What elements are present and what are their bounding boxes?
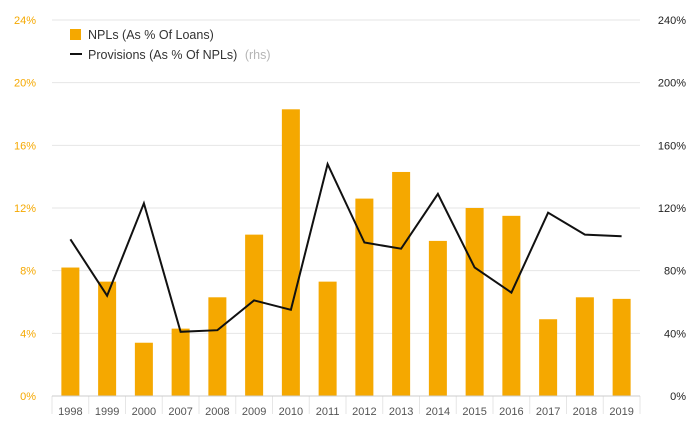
x-tick-label: 2017: [536, 406, 560, 418]
x-tick-label: 2000: [132, 406, 156, 418]
left-tick-label: 12%: [14, 203, 36, 215]
bar-1999: [98, 281, 117, 396]
x-tick-label: 2013: [389, 406, 413, 418]
left-tick-label: 8%: [20, 266, 36, 278]
right-tick-label: 160%: [658, 140, 686, 152]
right-tick-label: 80%: [664, 266, 686, 278]
x-tick-label: 2008: [205, 406, 229, 418]
x-tick-label: 1999: [95, 406, 119, 418]
bar-2017: [539, 319, 558, 396]
x-tick-label: 2012: [352, 406, 376, 418]
svg-text:Provisions (As % Of NPLs): Provisions (As % Of NPLs) (rhs): [88, 48, 271, 62]
bar-2000: [134, 342, 153, 396]
right-axis: 0% 40% 80% 120% 160% 200% 240%: [658, 15, 686, 403]
x-tick-label: 2010: [279, 406, 303, 418]
x-tick-label: 2015: [462, 406, 486, 418]
bar-2016: [502, 215, 521, 396]
right-tick-label: 40%: [664, 328, 686, 340]
right-tick-label: 240%: [658, 15, 686, 27]
x-tick-label: 2018: [573, 406, 597, 418]
legend-label-npls: NPLs (As % Of Loans): [88, 28, 214, 42]
x-tick-label: 1998: [58, 406, 82, 418]
left-tick-label: 20%: [14, 78, 36, 90]
bar-2015: [465, 208, 484, 396]
bar-series: [61, 109, 631, 397]
bar-1998: [61, 267, 80, 396]
legend-label-provisions: Provisions (As % Of NPLs): [88, 48, 237, 62]
line-series: [69, 161, 622, 333]
right-tick-label: 0%: [670, 391, 686, 403]
x-axis: 1998 1999 2000 2007 2008 2009 2010 2011 2012 2013…: [51, 395, 641, 418]
bar-2018: [575, 297, 594, 396]
left-tick-label: 0%: [20, 391, 36, 403]
bar-2019: [612, 298, 631, 396]
bar-2012: [355, 198, 374, 396]
legend-bar-swatch: [70, 29, 81, 40]
left-tick-label: 16%: [14, 140, 36, 152]
bar-2013: [392, 171, 411, 396]
x-tick-label: 2016: [499, 406, 523, 418]
bar-2010: [281, 109, 300, 397]
x-tick-label: 2009: [242, 406, 266, 418]
left-tick-label: 4%: [20, 328, 36, 340]
bar-2011: [318, 281, 337, 396]
right-tick-label: 200%: [658, 78, 686, 90]
bar-2009: [245, 234, 264, 396]
x-tick-label: 2014: [426, 406, 450, 418]
left-axis: 0% 4% 8% 12% 16% 20% 24%: [14, 15, 36, 403]
right-tick-label: 120%: [658, 203, 686, 215]
bar-2014: [428, 240, 447, 396]
x-tick-label: 2007: [168, 406, 192, 418]
bar-2008: [208, 297, 227, 396]
left-tick-label: 24%: [14, 15, 36, 27]
legend-label-rhs: (rhs): [245, 48, 271, 62]
provisions-line: [69, 161, 622, 333]
x-tick-label: 2011: [316, 406, 340, 418]
x-tick-label: 2019: [609, 406, 633, 418]
bar-2007: [171, 328, 190, 396]
legend: NPLs (As % Of Loans) Provisions (As % Of…: [70, 28, 271, 62]
grid-lines: [52, 19, 640, 397]
